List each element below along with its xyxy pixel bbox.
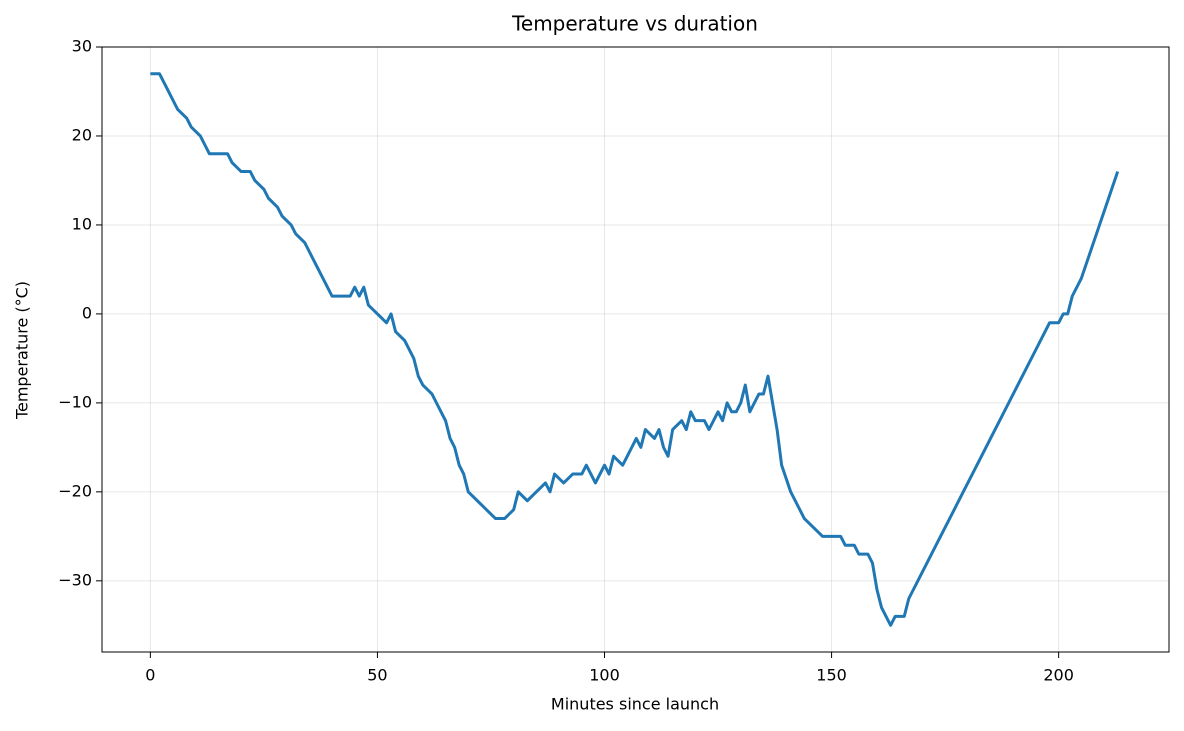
y-tick-label: 20: [72, 125, 92, 144]
y-tick-label: 30: [72, 37, 92, 56]
x-tick-label: 50: [367, 666, 387, 685]
chart-title: Temperature vs duration: [511, 12, 758, 36]
x-axis-label: Minutes since launch: [551, 695, 719, 714]
x-tick-label: 200: [1043, 666, 1074, 685]
x-tick-label: 100: [589, 666, 620, 685]
y-tick-label: −30: [58, 570, 92, 589]
y-tick-label: 0: [82, 303, 92, 322]
data-line: [150, 72, 1120, 627]
y-axis-label: Temperature (°C): [13, 281, 32, 420]
y-tick-label: −20: [58, 481, 92, 500]
x-tick-label: 0: [145, 666, 155, 685]
x-tick-label: 150: [816, 666, 847, 685]
y-tick-label: −10: [58, 392, 92, 411]
plot-frame: [101, 46, 1170, 653]
y-tick-label: 10: [72, 214, 92, 233]
